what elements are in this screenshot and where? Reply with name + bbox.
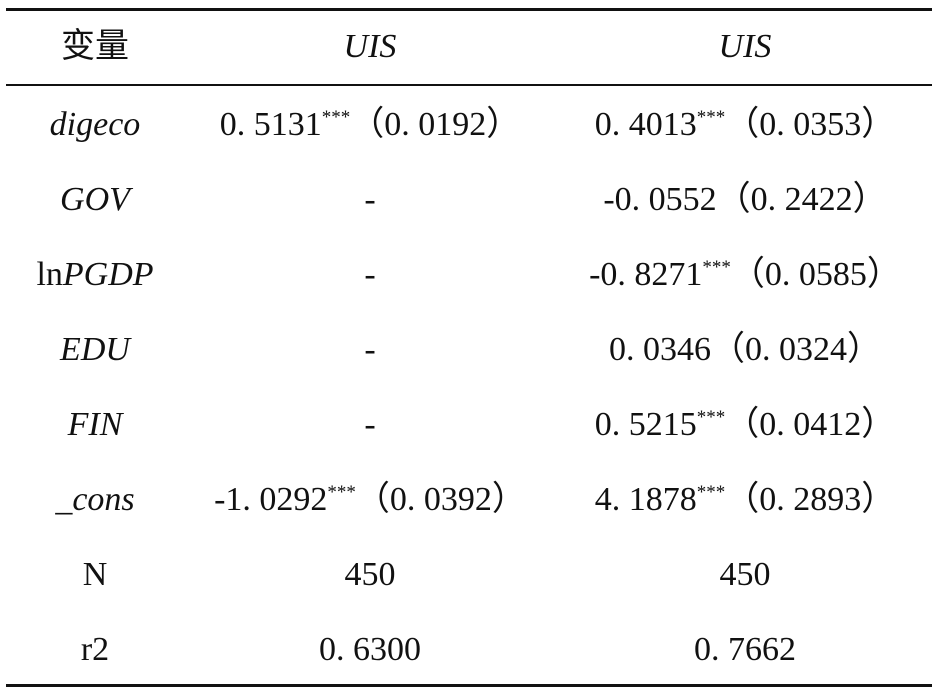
value-cell: - (190, 163, 550, 237)
coefficient: - (364, 331, 376, 368)
header-cell: 变量 (61, 28, 129, 65)
value-cell: -0. 8271***（0. 0585） (550, 238, 938, 312)
row-label: lnPGDP (0, 238, 190, 312)
significance-stars: *** (696, 407, 726, 428)
coefficient: 0. 7662 (694, 631, 796, 668)
coefficient: 450 (344, 556, 396, 593)
coefficient: - (364, 406, 376, 443)
value-cell: -1. 0292***（0. 0392） (190, 463, 550, 537)
coefficient: - (364, 181, 376, 218)
label-text: _cons (55, 481, 135, 518)
standard-error: （0. 0324） (711, 331, 881, 368)
value-cell: 0. 5131***（0. 0192） (190, 88, 550, 162)
top-rule (6, 8, 932, 11)
coefficient: 0. 6300 (319, 631, 421, 668)
coefficient: 4. 1878 (594, 481, 697, 518)
row-label: EDU (0, 313, 190, 387)
coefficient: -0. 0552 (603, 181, 717, 218)
value-cell: 0. 0346（0. 0324） (550, 313, 938, 387)
header-rule (6, 84, 932, 86)
value-cell: - (190, 238, 550, 312)
label-text: GOV (60, 181, 130, 218)
coefficient: 0. 4013 (594, 106, 697, 143)
value-cell: 0. 7662 (550, 613, 938, 687)
row-label: _cons (0, 463, 190, 537)
label-text: digeco (49, 106, 141, 143)
significance-stars: *** (702, 257, 731, 278)
significance-stars: *** (327, 482, 356, 503)
significance-stars: *** (321, 107, 351, 128)
row-label: FIN (0, 388, 190, 462)
coefficient: -1. 0292 (214, 481, 328, 518)
value-cell: 450 (550, 538, 938, 612)
value-cell: - (190, 388, 550, 462)
value-cell: - (190, 313, 550, 387)
value-cell: 4. 1878***（0. 2893） (550, 463, 938, 537)
label-text: N (82, 556, 108, 593)
coefficient: -0. 8271 (589, 256, 703, 293)
coefficient: - (364, 256, 376, 293)
value-cell: 0. 5215***（0. 0412） (550, 388, 938, 462)
bottom-rule (6, 684, 932, 687)
label-prefix: ln (36, 256, 63, 293)
standard-error: （0. 0353） (725, 106, 896, 143)
coefficient: 0. 5215 (594, 406, 697, 443)
row-label: r2 (0, 613, 190, 687)
coefficient: 450 (719, 556, 771, 593)
label-text: EDU (60, 331, 130, 368)
value-cell: 0. 4013***（0. 0353） (550, 88, 938, 162)
standard-error: （0. 2893） (725, 481, 896, 518)
label-text: PGDP (62, 256, 154, 293)
row-label: GOV (0, 163, 190, 237)
value-cell: -0. 0552（0. 2422） (550, 163, 938, 237)
label-text: FIN (67, 406, 123, 443)
header-cell: UIS (343, 28, 397, 65)
significance-stars: *** (696, 482, 726, 503)
row-label: N (0, 538, 190, 612)
standard-error: （0. 0192） (350, 106, 521, 143)
standard-error: （0. 0412） (725, 406, 896, 443)
coefficient: 0. 0346 (609, 331, 711, 368)
row-label: digeco (0, 88, 190, 162)
coefficient: 0. 5131 (219, 106, 322, 143)
standard-error: （0. 2422） (716, 181, 887, 218)
standard-error: （0. 0392） (355, 481, 526, 518)
significance-stars: *** (696, 107, 726, 128)
label-text: r2 (80, 631, 110, 668)
header-cell: UIS (718, 28, 772, 65)
standard-error: （0. 0585） (730, 256, 901, 293)
value-cell: 0. 6300 (190, 613, 550, 687)
value-cell: 450 (190, 538, 550, 612)
